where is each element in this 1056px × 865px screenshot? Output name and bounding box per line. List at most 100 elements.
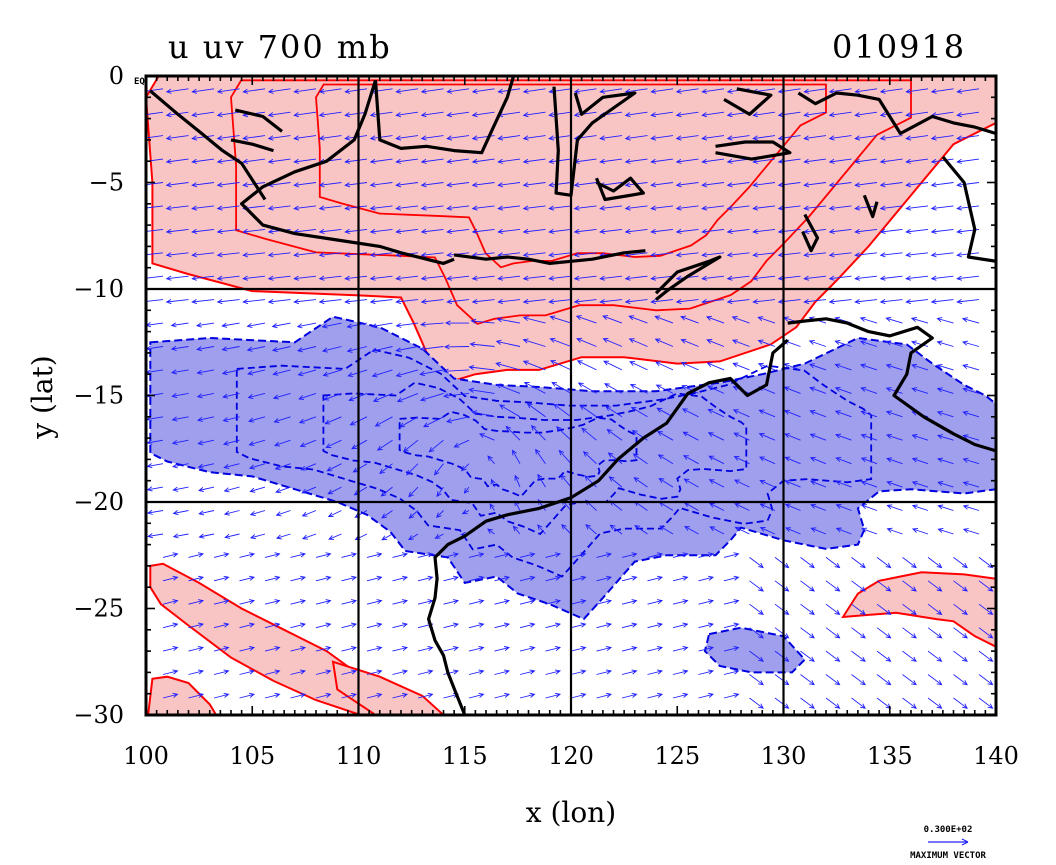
wind-vector (315, 552, 332, 558)
wind-vector (146, 228, 164, 234)
wind-vector (519, 692, 536, 699)
wind-vector (374, 416, 393, 427)
wind-vector (242, 158, 266, 164)
wind-vector (487, 528, 495, 535)
coastline (552, 86, 637, 197)
wind-vector (549, 360, 572, 371)
wind-vector (293, 205, 317, 211)
wind-vector (239, 552, 255, 558)
wind-vector (494, 575, 511, 582)
wind-vector (757, 362, 776, 371)
wind-vector (191, 275, 215, 281)
wind-vector (860, 457, 878, 465)
wind-vector (723, 669, 740, 675)
wind-vector (293, 158, 317, 164)
wind-vector (352, 463, 368, 473)
wind-vector (165, 275, 189, 281)
wind-vector (936, 387, 954, 394)
wind-vector (672, 622, 689, 629)
wind-vector (548, 111, 572, 118)
wind-vector (369, 228, 393, 235)
wind-vector (654, 338, 674, 347)
wind-vector (366, 599, 383, 605)
wind-vector (470, 318, 495, 324)
wind-vector (927, 697, 943, 709)
wind-vector (420, 182, 444, 188)
wind-vector (146, 486, 164, 492)
wind-vector (223, 510, 240, 516)
wind-vector (701, 135, 725, 141)
wind-vector (723, 552, 740, 558)
wind-vector (962, 504, 980, 511)
wind-vector (585, 524, 597, 535)
wind-vector (956, 111, 980, 118)
wind-vector (752, 228, 776, 235)
wind-vector (905, 299, 929, 305)
wind-vector (876, 674, 892, 686)
wind-vector (624, 228, 648, 235)
wind-vector (757, 316, 776, 324)
wind-vector (146, 463, 164, 469)
wind-vector (859, 340, 878, 347)
wind-vector (318, 182, 342, 188)
wind-vector (879, 88, 903, 94)
wind-vector (165, 299, 189, 305)
wind-vector (825, 697, 841, 709)
wind-vector (708, 455, 725, 465)
wind-vector (436, 486, 444, 498)
wind-vector (654, 315, 674, 324)
wind-vector (624, 135, 648, 141)
wind-vector (293, 111, 317, 118)
wind-vector (196, 346, 215, 352)
wind-vector (471, 88, 495, 94)
wind-vector (675, 228, 699, 235)
wind-vector (267, 299, 291, 305)
wind-vector (675, 299, 699, 305)
wind-vector (344, 205, 368, 211)
wind-vector (809, 456, 827, 465)
wind-vector (825, 557, 841, 569)
wind-vector (446, 135, 470, 141)
wind-vector (490, 478, 496, 488)
wind-vector (341, 599, 358, 605)
wind-vector (293, 252, 317, 258)
wind-vector (198, 510, 215, 516)
wind-vector (422, 416, 444, 428)
coastline (595, 176, 645, 202)
wind-vector (726, 275, 750, 281)
wind-vector (171, 439, 189, 446)
wind-vector (886, 480, 903, 488)
wind-vector (701, 299, 725, 305)
wind-vector (216, 252, 240, 258)
wind-vector (599, 299, 623, 305)
wind-vector (468, 575, 485, 582)
wind-vector (835, 457, 852, 465)
wind-vector (369, 111, 393, 118)
wind-vector (936, 363, 954, 371)
wind-vector (851, 580, 866, 592)
wind-vector (213, 599, 230, 605)
wind-vector (196, 392, 215, 399)
wind-vector (927, 674, 943, 686)
wind-vector (650, 111, 674, 118)
wind-vector (759, 479, 776, 488)
wind-vector (146, 509, 164, 515)
wind-vector (885, 363, 903, 371)
wind-vector (936, 457, 954, 465)
wind-vector (290, 692, 307, 699)
wind-vector (705, 315, 725, 324)
wind-vector (344, 275, 368, 281)
coastline (230, 138, 274, 153)
wind-vector (497, 182, 521, 188)
wind-vector (570, 552, 587, 558)
wind-vector (264, 599, 281, 605)
wind-vector (650, 299, 674, 305)
wind-vector (420, 135, 444, 141)
wind-vector (315, 692, 332, 699)
wind-vector (249, 533, 266, 540)
wind-vector (809, 386, 827, 394)
wind-vector (851, 627, 866, 639)
wind-vector (573, 299, 597, 305)
wind-vector (876, 627, 892, 639)
wind-vector (396, 392, 419, 403)
